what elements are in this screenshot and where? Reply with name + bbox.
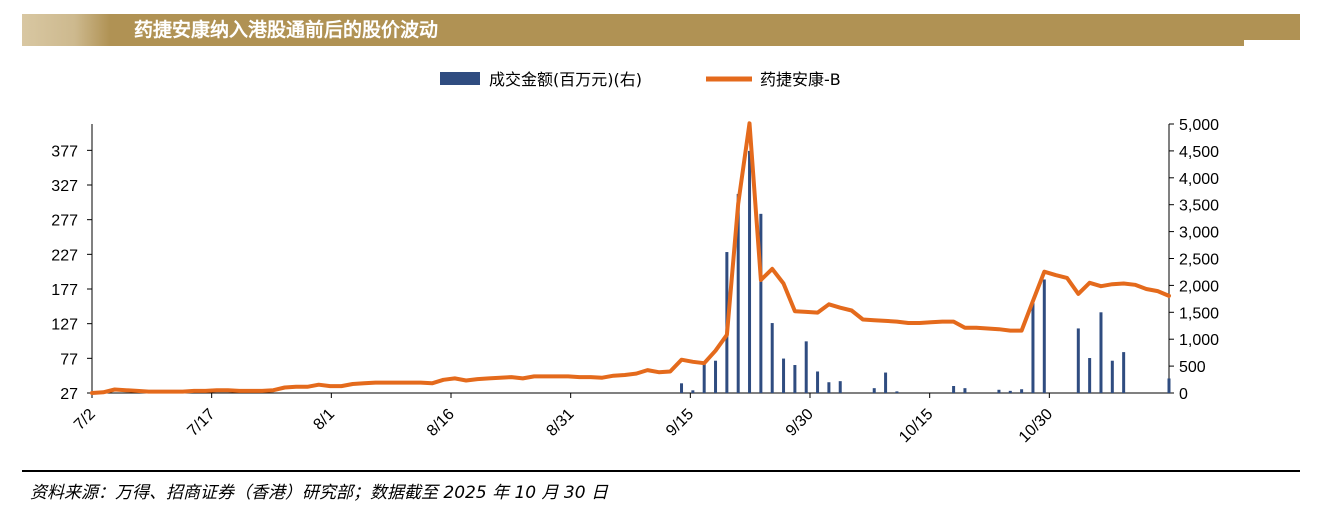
volume-bar — [1099, 312, 1103, 393]
volume-bar — [793, 365, 797, 393]
left-tick-label: 77 — [60, 351, 78, 368]
volume-bar — [1020, 389, 1024, 393]
volume-bar — [1167, 378, 1171, 393]
source-note: 资料来源：万得、招商证券（香港）研究部；数据截至 2025 年 10 月 30 … — [30, 483, 608, 503]
volume-bar — [963, 388, 967, 393]
right-tick-label: 3,500 — [1179, 198, 1219, 215]
x-tick-label: 9/30 — [783, 406, 817, 440]
x-tick-label: 9/15 — [663, 406, 697, 440]
x-tick-label: 8/16 — [424, 406, 458, 440]
title-bar-fade — [22, 14, 110, 46]
volume-bar — [1088, 358, 1092, 393]
right-tick-label: 3,000 — [1179, 225, 1219, 242]
right-tick-label: 4,500 — [1179, 144, 1219, 161]
right-tick-label: 2,500 — [1179, 252, 1219, 269]
x-tick-label: 8/1 — [310, 406, 338, 434]
volume-bar — [714, 360, 718, 393]
left-tick-label: 327 — [51, 178, 78, 195]
volume-bar — [838, 381, 842, 393]
x-tick-label: 7/17 — [184, 406, 218, 440]
right-tick-label: 0 — [1179, 386, 1188, 403]
volume-bar — [782, 358, 786, 393]
volume-bar — [1008, 390, 1012, 393]
volume-bar — [1110, 360, 1114, 393]
left-tick-label: 277 — [51, 213, 78, 230]
volume-bar — [827, 382, 831, 393]
volume-bar — [736, 193, 740, 393]
volume-bar — [804, 341, 808, 393]
left-tick-label: 227 — [51, 247, 78, 264]
chart-title: 药捷安康纳入港股通前后的股价波动 — [134, 19, 439, 41]
left-tick-label: 177 — [51, 282, 78, 299]
volume-bar — [952, 386, 956, 393]
right-tick-label: 2,000 — [1179, 278, 1219, 295]
left-tick-label: 377 — [51, 143, 78, 160]
volume-bar — [997, 389, 1001, 393]
volume-bar — [702, 361, 706, 393]
price-line — [90, 121, 1171, 395]
volume-bar — [895, 391, 899, 393]
left-tick-label: 27 — [60, 386, 78, 403]
volume-bar — [759, 213, 763, 393]
volume-bar — [691, 390, 695, 393]
volume-bar — [748, 150, 752, 393]
x-tick-label: 7/2 — [71, 406, 99, 434]
legend-volume-label: 成交金额(百万元)(右) — [489, 70, 642, 89]
x-tick-label: 8/31 — [543, 406, 577, 440]
right-tick-label: 1,500 — [1179, 305, 1219, 322]
right-tick-label: 500 — [1179, 359, 1206, 376]
right-tick-label: 1,000 — [1179, 332, 1219, 349]
footer-rule — [22, 470, 1300, 472]
x-tick-label: 10/30 — [1016, 406, 1056, 446]
volume-bar — [1042, 279, 1046, 393]
volume-bar — [680, 383, 684, 393]
legend-price-label: 药捷安康-B — [760, 70, 841, 89]
x-tick-label: 10/15 — [896, 406, 936, 446]
volume-bar — [884, 372, 888, 393]
left-tick-label: 127 — [51, 317, 78, 334]
title-bar: 药捷安康纳入港股通前后的股价波动 — [22, 14, 1300, 46]
volume-bar — [1076, 328, 1080, 393]
volume-bar — [816, 371, 820, 393]
title-bar-notch — [1244, 40, 1300, 46]
right-tick-label: 4,000 — [1179, 171, 1219, 188]
volume-bar — [770, 323, 774, 393]
legend-volume-swatch — [440, 72, 480, 85]
volume-bar — [872, 388, 876, 393]
price-volume-chart: 27 77 127 177 227 277 327 377 0 500 1,000 1,500 2,00… — [51, 70, 1219, 446]
right-tick-label: 5,000 — [1179, 117, 1219, 134]
volume-bar — [1031, 303, 1035, 393]
volume-bar — [1122, 352, 1126, 393]
